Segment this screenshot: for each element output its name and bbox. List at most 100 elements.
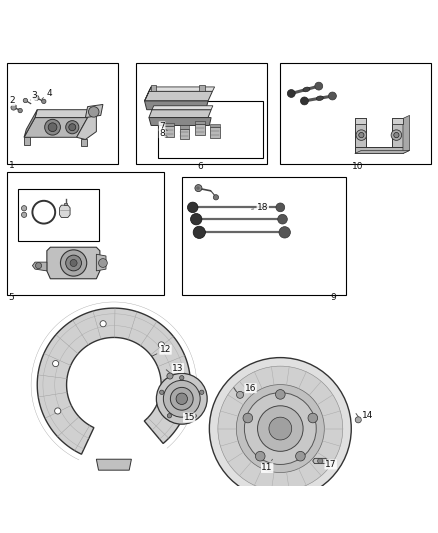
Circle shape	[255, 451, 265, 461]
Bar	[7, 63, 118, 164]
Polygon shape	[199, 85, 205, 91]
Text: 13: 13	[172, 364, 184, 373]
Circle shape	[66, 255, 81, 271]
Circle shape	[42, 99, 46, 103]
Polygon shape	[47, 247, 100, 279]
Polygon shape	[355, 150, 410, 154]
Text: 12: 12	[152, 345, 171, 357]
Polygon shape	[24, 118, 88, 138]
Circle shape	[11, 105, 16, 110]
Circle shape	[276, 390, 285, 399]
Circle shape	[300, 97, 308, 105]
Polygon shape	[145, 87, 151, 101]
Circle shape	[167, 414, 172, 418]
Circle shape	[156, 374, 207, 424]
Circle shape	[218, 366, 343, 491]
Circle shape	[48, 123, 57, 132]
Polygon shape	[195, 120, 205, 124]
Circle shape	[200, 390, 204, 394]
Text: 2: 2	[10, 96, 17, 106]
Circle shape	[308, 413, 318, 423]
Circle shape	[213, 195, 219, 200]
Circle shape	[192, 414, 196, 418]
Text: 10: 10	[352, 163, 364, 172]
Circle shape	[394, 133, 399, 138]
Circle shape	[296, 451, 305, 461]
Polygon shape	[392, 118, 403, 124]
Circle shape	[35, 263, 42, 269]
Polygon shape	[195, 124, 205, 135]
Polygon shape	[77, 110, 96, 140]
Text: 16: 16	[244, 384, 256, 393]
Circle shape	[34, 95, 39, 101]
Bar	[280, 63, 431, 164]
Circle shape	[391, 130, 402, 140]
Text: 4: 4	[42, 89, 52, 99]
Polygon shape	[24, 138, 30, 145]
Circle shape	[278, 214, 287, 224]
Circle shape	[55, 408, 61, 414]
Polygon shape	[392, 118, 403, 154]
Text: 8: 8	[159, 129, 167, 138]
Bar	[158, 101, 263, 158]
Text: 15: 15	[184, 413, 195, 422]
Circle shape	[163, 381, 200, 417]
Bar	[136, 63, 267, 164]
Circle shape	[279, 227, 290, 238]
Circle shape	[180, 376, 184, 380]
Circle shape	[243, 413, 253, 423]
Polygon shape	[60, 205, 70, 217]
Polygon shape	[149, 87, 215, 91]
Polygon shape	[149, 110, 211, 118]
Circle shape	[237, 391, 244, 398]
Polygon shape	[355, 147, 403, 154]
Circle shape	[276, 203, 285, 212]
Text: 3: 3	[31, 91, 37, 100]
Polygon shape	[152, 106, 213, 110]
Bar	[182, 177, 346, 295]
Circle shape	[258, 406, 303, 451]
Circle shape	[193, 226, 205, 238]
Circle shape	[88, 107, 99, 117]
Circle shape	[318, 458, 323, 464]
Polygon shape	[149, 118, 211, 125]
Polygon shape	[403, 115, 410, 154]
Circle shape	[100, 321, 106, 327]
Circle shape	[287, 90, 295, 98]
Polygon shape	[164, 126, 174, 138]
Text: 1: 1	[9, 161, 14, 170]
Circle shape	[176, 393, 187, 405]
Text: 7: 7	[159, 122, 167, 131]
Circle shape	[53, 360, 59, 367]
Circle shape	[23, 98, 28, 103]
Text: 6: 6	[197, 163, 203, 172]
Circle shape	[244, 393, 316, 464]
Circle shape	[356, 130, 367, 140]
Circle shape	[21, 206, 27, 211]
Circle shape	[167, 373, 173, 379]
Polygon shape	[81, 140, 87, 147]
Text: 17: 17	[325, 460, 336, 469]
Circle shape	[18, 108, 22, 113]
Text: 11: 11	[261, 459, 273, 472]
Polygon shape	[32, 262, 47, 271]
Polygon shape	[24, 110, 37, 138]
Polygon shape	[64, 203, 67, 205]
Polygon shape	[145, 91, 212, 101]
Polygon shape	[37, 308, 191, 454]
Polygon shape	[355, 118, 366, 154]
Circle shape	[99, 259, 107, 268]
Ellipse shape	[316, 96, 323, 100]
Circle shape	[209, 358, 351, 499]
Polygon shape	[210, 124, 220, 127]
Circle shape	[45, 119, 60, 135]
Circle shape	[191, 214, 202, 225]
Text: 5: 5	[9, 293, 14, 302]
Circle shape	[21, 212, 27, 217]
Circle shape	[269, 417, 292, 440]
Polygon shape	[96, 459, 131, 470]
Text: 9: 9	[331, 293, 336, 302]
Polygon shape	[35, 110, 90, 118]
Circle shape	[195, 184, 202, 191]
Ellipse shape	[303, 87, 310, 92]
